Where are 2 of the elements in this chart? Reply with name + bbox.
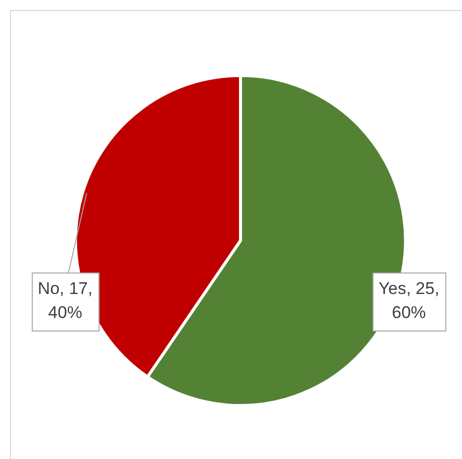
slice-label: Yes, 25, 60%: [378, 279, 440, 322]
slice-label: No, 17, 40%: [38, 279, 93, 322]
